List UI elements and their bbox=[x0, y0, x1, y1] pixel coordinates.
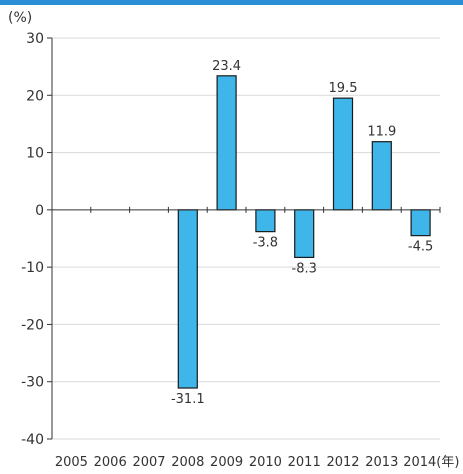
x-tick-label: 2012 bbox=[326, 455, 359, 470]
data-label: 19.5 bbox=[329, 81, 358, 96]
x-tick-labels: 2005 2006 2007 2008 2009 2010 2011 2012 2013 2014… bbox=[55, 455, 460, 470]
x-tick-label: 2014(年) bbox=[403, 455, 459, 470]
top-accent-band bbox=[0, 0, 463, 5]
x-tick-label: 2013 bbox=[365, 455, 398, 470]
y-tick-label: 10 bbox=[26, 146, 44, 162]
y-tick-label: -40 bbox=[21, 432, 44, 448]
x-tick-label: 2008 bbox=[171, 455, 204, 470]
x-tick-label: 2009 bbox=[210, 455, 243, 470]
x-tick-label: 2005 bbox=[55, 455, 88, 470]
y-tick-label: 30 bbox=[26, 31, 44, 47]
bar-2013 bbox=[371, 141, 392, 211]
bar-2009 bbox=[216, 75, 237, 211]
y-tick-label: 0 bbox=[35, 203, 44, 219]
data-label: -31.1 bbox=[171, 392, 205, 407]
data-labels: -31.1 23.4 -3.8 -8.3 19.5 11.9 -4.5 bbox=[171, 59, 433, 407]
y-tick-labels: 30 20 10 0 -10 -20 -30 -40 bbox=[21, 31, 44, 448]
data-label: 11.9 bbox=[367, 125, 396, 140]
bar-2014 bbox=[410, 209, 431, 237]
y-tick-label: -10 bbox=[21, 260, 44, 276]
bar-2011 bbox=[294, 209, 315, 259]
data-label: -3.8 bbox=[253, 236, 278, 251]
bar-2010 bbox=[255, 209, 276, 233]
bar-2012 bbox=[332, 97, 354, 211]
bar-2008 bbox=[177, 209, 198, 389]
x-tick-label: 2006 bbox=[94, 455, 127, 470]
y-tick-label: -20 bbox=[21, 317, 44, 333]
bars-layer bbox=[177, 75, 431, 389]
data-label: -8.3 bbox=[292, 261, 317, 276]
grid-layer bbox=[47, 37, 441, 440]
y-tick-label: -30 bbox=[21, 375, 44, 391]
x-tick-label: 2007 bbox=[132, 455, 165, 470]
data-label: -4.5 bbox=[408, 240, 433, 255]
x-tick-label: 2011 bbox=[288, 455, 321, 470]
x-tick-label: 2010 bbox=[249, 455, 282, 470]
y-axis-unit: (%) bbox=[8, 10, 32, 26]
data-label: 23.4 bbox=[212, 59, 241, 74]
y-tick-label: 20 bbox=[26, 88, 44, 104]
